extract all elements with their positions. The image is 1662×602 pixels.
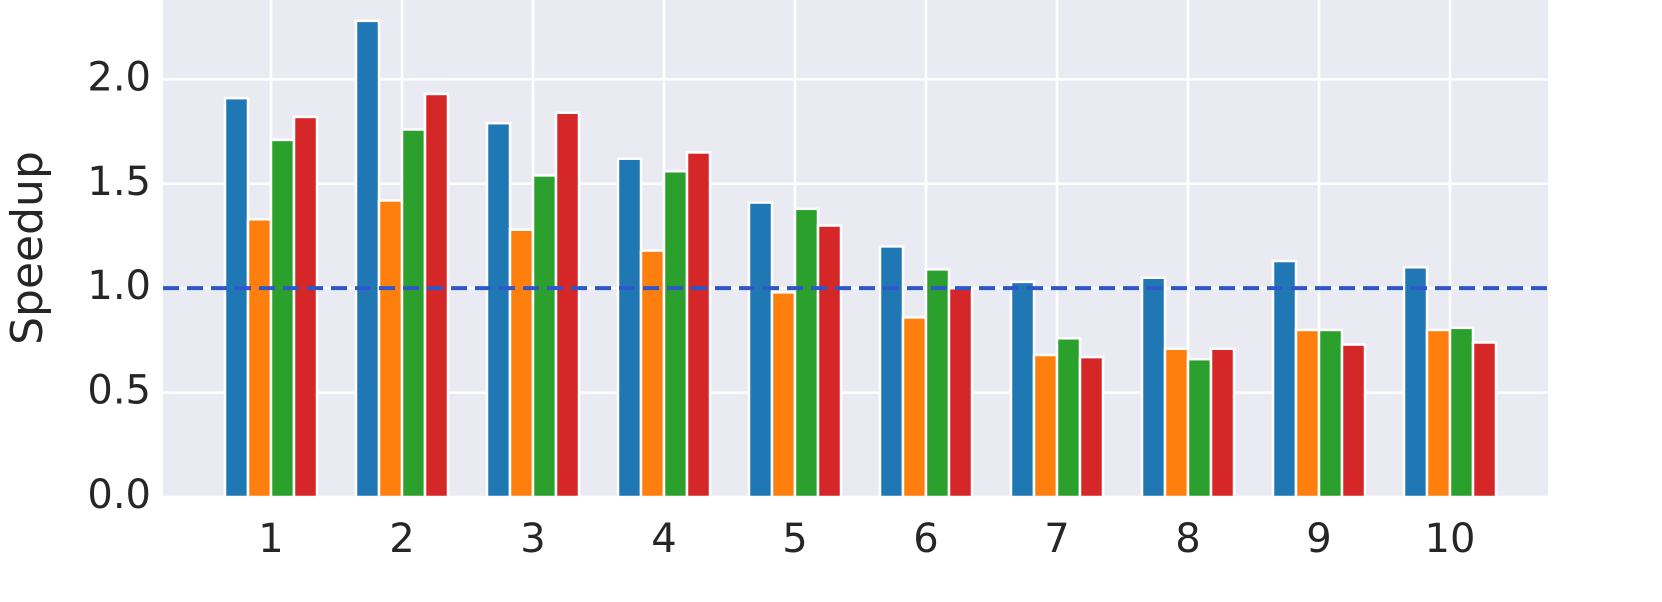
bar: [554, 111, 581, 499]
bar: [616, 157, 643, 499]
x-tick-label: 1: [258, 516, 283, 562]
bar: [901, 316, 928, 499]
bar: [662, 169, 689, 499]
bar: [531, 174, 558, 499]
bar: [1271, 259, 1298, 499]
bar: [1140, 276, 1167, 499]
y-axis-label: Speedup: [2, 151, 53, 345]
bar: [1209, 347, 1236, 499]
x-tick-label: 10: [1425, 516, 1476, 562]
bar: [770, 291, 797, 499]
bar: [423, 92, 450, 499]
bar: [1163, 347, 1190, 499]
bar: [1471, 341, 1498, 499]
bar: [354, 19, 381, 499]
x-tick-label: 9: [1306, 516, 1331, 562]
x-tick-label: 3: [520, 516, 545, 562]
bar: [1317, 328, 1344, 499]
y-tick-label: 1.0: [87, 263, 151, 309]
bar: [223, 96, 250, 499]
bar: [816, 224, 843, 499]
bar: [400, 128, 427, 499]
bar: [1032, 353, 1059, 499]
bar: [924, 268, 951, 499]
bar: [246, 218, 273, 499]
bar: [878, 245, 905, 499]
bar: [1448, 326, 1475, 499]
bar: [508, 228, 535, 499]
bar: [793, 207, 820, 499]
bar: [292, 115, 319, 499]
bar: [1294, 328, 1321, 499]
bar: [1078, 355, 1105, 499]
x-tick-label: 2: [389, 516, 414, 562]
x-tick-label: 8: [1175, 516, 1200, 562]
y-tick-label: 2.0: [87, 54, 151, 100]
y-tick-label: 0.0: [87, 472, 151, 518]
bar: [747, 201, 774, 499]
bar: [269, 138, 296, 499]
x-tick-label: 4: [651, 516, 676, 562]
bar: [1009, 280, 1036, 499]
bar: [685, 151, 712, 499]
y-tick-label: 0.5: [87, 368, 151, 414]
bar: [377, 199, 404, 499]
bar: [1425, 328, 1452, 499]
bar: [1340, 343, 1367, 499]
bar: [1402, 266, 1429, 499]
x-tick-label: 5: [782, 516, 807, 562]
bar: [485, 121, 512, 499]
x-tick-label: 7: [1044, 516, 1069, 562]
bar: [947, 286, 974, 499]
bar: [1186, 357, 1213, 499]
bar: [1055, 337, 1082, 499]
y-tick-label: 1.5: [87, 159, 151, 205]
x-tick-label: 6: [913, 516, 938, 562]
